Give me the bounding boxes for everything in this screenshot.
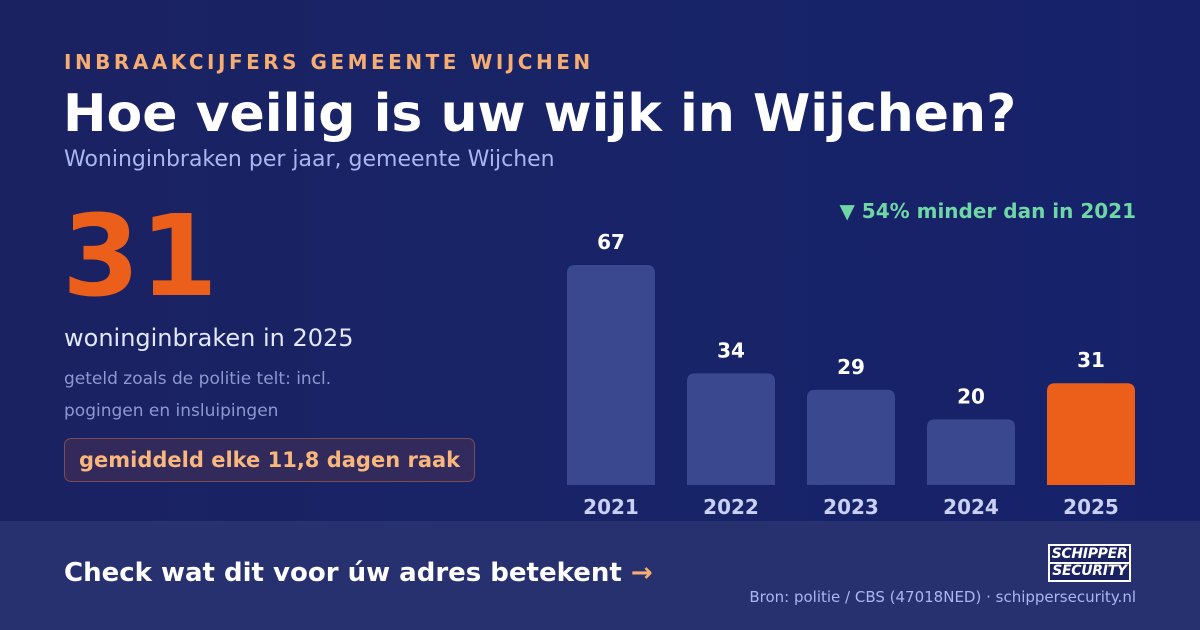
bar-chart: 67 2021 34 2022 29 2023 20 2024 31 2025: [567, 230, 1135, 519]
value-label-2023: 29: [837, 355, 865, 379]
value-label-2025: 31: [1077, 348, 1105, 372]
category-label-2024: 2024: [943, 495, 999, 519]
page-subtitle: Woninginbraken per jaar, gemeente Wijche…: [64, 147, 555, 172]
category-label-2023: 2023: [823, 495, 879, 519]
bar-2023: [807, 389, 895, 485]
logo-line-1: SCHIPPER: [1051, 546, 1128, 562]
arrow-right-icon: →: [630, 558, 653, 588]
bar-2025: [1047, 383, 1135, 485]
frequency-badge: gemiddeld elke 11,8 dagen raak: [64, 438, 476, 482]
bars-group: 67 2021 34 2022 29 2023 20 2024 31 2025: [567, 230, 1135, 519]
footer-band: [0, 521, 1200, 630]
category-label-2025: 2025: [1063, 495, 1119, 519]
change-indicator: ▼ 54% minder dan in 2021: [839, 199, 1136, 223]
category-label-2021: 2021: [583, 495, 639, 519]
highlight-caption: woninginbraken in 2025: [64, 324, 354, 352]
cta-link[interactable]: Check wat dit voor úw adres betekent →: [64, 558, 653, 588]
schipper-security-logo: SCHIPPER SECURITY: [1048, 544, 1131, 582]
category-label-2022: 2022: [703, 495, 759, 519]
value-label-2021: 67: [597, 230, 625, 254]
kicker: INBRAAKCIJFERS GEMEENTE WIJCHEN: [64, 50, 594, 74]
cta-text: Check wat dit voor úw adres betekent: [64, 558, 622, 588]
logo-line-2: SECURITY: [1050, 562, 1129, 579]
bar-2021: [567, 265, 655, 485]
highlight-number: 31: [62, 192, 218, 322]
value-label-2024: 20: [957, 384, 985, 408]
source-credit: Bron: politie / CBS (47018NED) · schippe…: [749, 588, 1136, 606]
value-label-2022: 34: [717, 338, 745, 362]
bar-2022: [687, 373, 775, 485]
counting-note: geteld zoals de politie telt: incl. pogi…: [64, 369, 332, 421]
bar-2024: [927, 419, 1015, 485]
page-title: Hoe veilig is uw wijk in Wijchen?: [63, 84, 1017, 144]
